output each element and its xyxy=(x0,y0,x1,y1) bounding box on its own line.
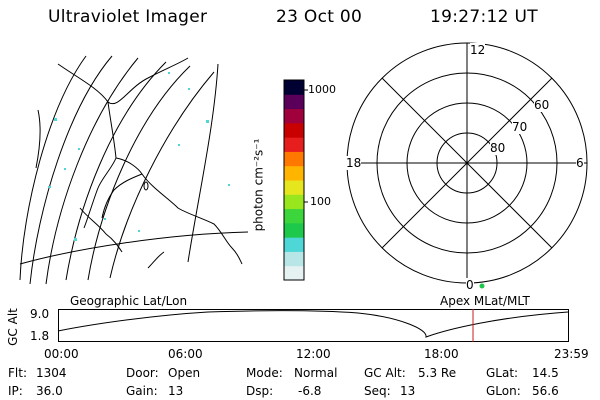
alt-xtick-1: 06:00 xyxy=(168,347,203,361)
ip-label: IP: xyxy=(8,384,23,398)
seq-value: 13 xyxy=(400,384,416,398)
colorbar-segment xyxy=(284,151,304,167)
colorbar-segment xyxy=(284,265,304,281)
colorbar-segment xyxy=(284,108,304,124)
flt-value: 1304 xyxy=(36,366,67,380)
colorbar-segment xyxy=(284,237,304,252)
colorbar-unit-label: photon cm⁻²s⁻¹ xyxy=(251,138,266,232)
colorbar-segment xyxy=(284,222,304,238)
alt-ytick-9: 9.0 xyxy=(30,307,50,321)
colorbar-segment xyxy=(284,251,304,267)
instrument-title: Ultraviolet Imager xyxy=(48,7,208,27)
apex-label: Apex MLat/MLT xyxy=(440,294,530,308)
gcalt-label: GC Alt: xyxy=(364,366,406,380)
alt-xtick-3: 18:00 xyxy=(424,347,459,361)
alt-xtick-0: 00:00 xyxy=(44,347,79,361)
colorbar-segment xyxy=(284,122,304,138)
glat-label: GLat: xyxy=(486,366,519,380)
glon-label: GLon: xyxy=(486,384,521,398)
colorbar-segment xyxy=(284,208,304,224)
ip-value: 36.0 xyxy=(36,384,63,398)
glat-value: 14.5 xyxy=(532,366,559,380)
colorbar-segment xyxy=(284,80,304,95)
gain-value: 13 xyxy=(168,384,184,398)
time-label: 19:27:12 UT xyxy=(430,7,538,27)
mlt-label-0: 0 xyxy=(466,278,474,292)
geographic-label: Geographic Lat/Lon xyxy=(70,294,188,308)
alt-xtick-2: 12:00 xyxy=(296,347,331,361)
colorbar-segment xyxy=(284,165,304,181)
colorbar-segment xyxy=(284,137,304,152)
door-value: Open xyxy=(168,366,201,380)
glon-value: 56.6 xyxy=(532,384,559,398)
seq-label: Seq: xyxy=(364,384,391,398)
colorbar-segment xyxy=(284,94,304,110)
alt-ylabel: GC Alt xyxy=(5,308,20,346)
geographic-map xyxy=(19,55,249,285)
gain-label: Gain: xyxy=(126,384,158,398)
mlt-label-18: 18 xyxy=(346,156,362,170)
flt-label: Flt: xyxy=(8,366,27,380)
mode-value: Normal xyxy=(294,366,338,380)
polar-plot xyxy=(346,42,588,289)
dsp-value: -6.8 xyxy=(298,384,322,398)
mlt-label-6: 6 xyxy=(576,156,584,170)
lat-label-60: 60 xyxy=(534,98,550,112)
gcalt-value: 5.3 Re xyxy=(418,366,457,380)
lat-label-80: 80 xyxy=(490,141,506,155)
colorbar-segment xyxy=(284,194,304,210)
altitude-plot xyxy=(57,309,569,342)
mlt-label-12: 12 xyxy=(470,43,486,57)
colorbar xyxy=(283,79,308,281)
lat-label-70: 70 xyxy=(512,120,528,134)
mode-label: Mode: xyxy=(246,366,283,380)
colorbar-segment xyxy=(284,180,304,195)
colorbar-tick-100: 100 xyxy=(310,195,331,208)
dsp-label: Dsp: xyxy=(246,384,274,398)
alt-xtick-4: 23:59 xyxy=(554,347,589,361)
colorbar-tick-1000: 1000 xyxy=(308,83,336,96)
alt-ytick-1.8: 1.8 xyxy=(30,329,50,343)
door-label: Door: xyxy=(126,366,159,380)
date-label: 23 Oct 00 xyxy=(276,7,363,27)
